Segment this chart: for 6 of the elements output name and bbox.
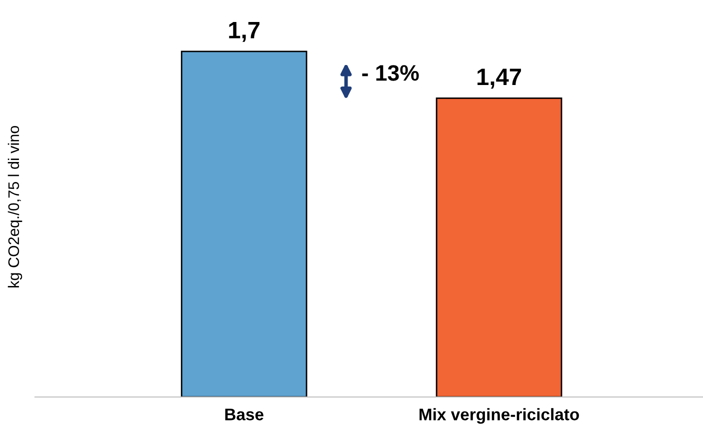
x-tick-label: Base <box>225 408 264 420</box>
x-tick-label: Mix vergine-riciclato <box>420 408 579 424</box>
data-label: 1,47 <box>478 68 521 89</box>
data-label: 1,7 <box>229 22 260 42</box>
y-axis-title: kg CO2eq./0,75 l di vino <box>8 126 22 288</box>
annotation: - 13% <box>362 65 419 81</box>
